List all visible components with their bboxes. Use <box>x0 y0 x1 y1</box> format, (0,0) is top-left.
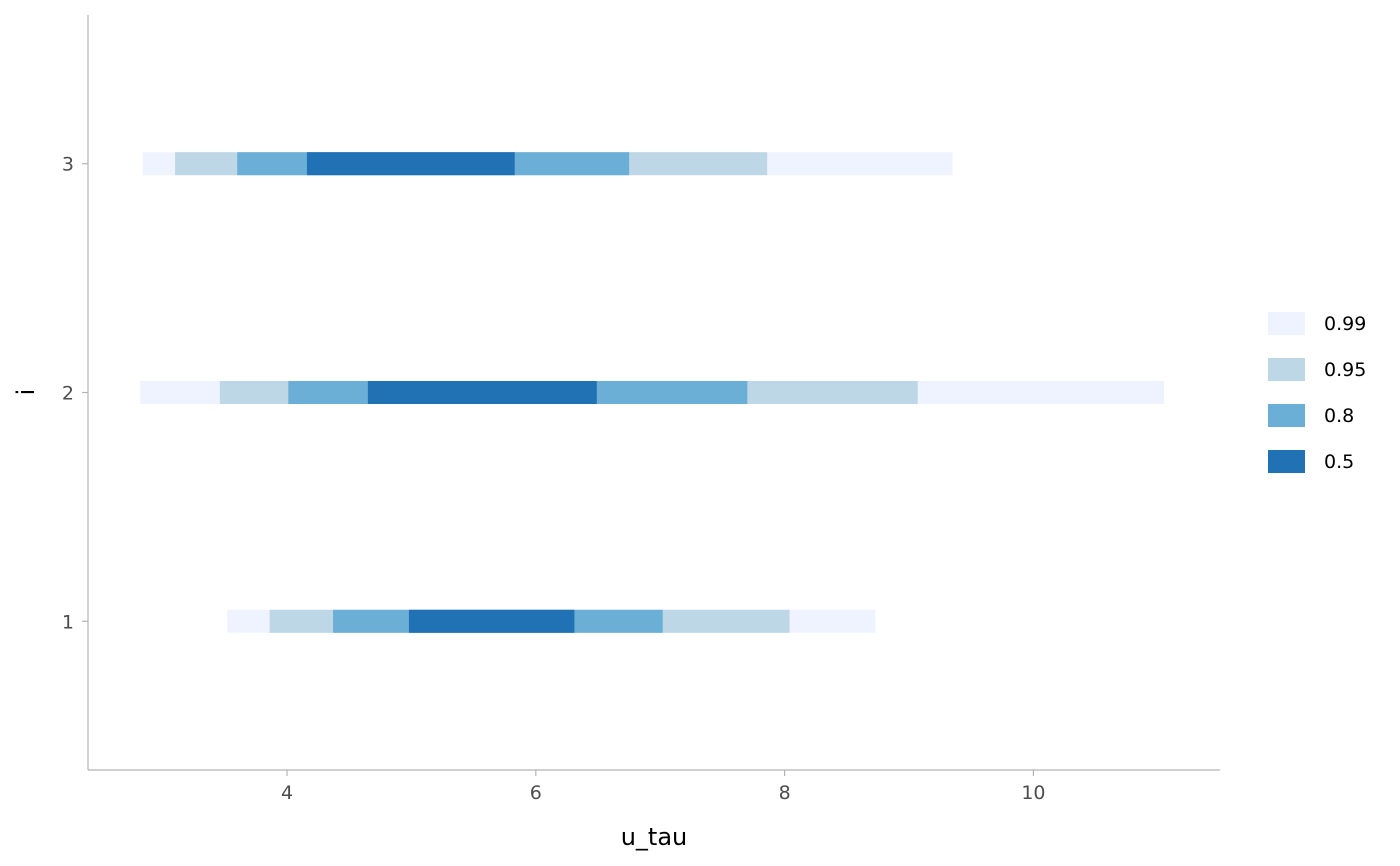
legend-swatch <box>1268 312 1305 335</box>
legend: 0.99 0.95 0.8 0.5 <box>1268 312 1366 473</box>
interval-bar-i1-level-0_5 <box>408 609 575 633</box>
legend-label: 0.8 <box>1324 405 1354 427</box>
interval-bar-i3-level-0_5 <box>306 152 515 176</box>
y-tick-label: 3 <box>62 154 74 176</box>
interval-bar-i2-level-0_5 <box>367 381 597 404</box>
x-tick-label: 8 <box>779 782 791 804</box>
legend-label: 0.99 <box>1324 313 1366 335</box>
legend-swatch <box>1268 358 1305 381</box>
legend-label: 0.5 <box>1324 451 1354 473</box>
legend-label: 0.95 <box>1324 359 1366 381</box>
x-axis-ticks: 4 6 8 10 <box>281 770 1046 804</box>
x-axis-title: u_tau <box>621 823 688 851</box>
y-tick-label: 2 <box>62 383 74 405</box>
plot-panel: 4 6 8 10 123 <box>62 15 1220 804</box>
y-axis-title: i <box>12 389 40 396</box>
x-tick-label: 10 <box>1021 782 1045 804</box>
legend-swatch <box>1268 450 1305 473</box>
y-axis-ticks: 1 2 3 <box>62 154 88 633</box>
x-tick-label: 4 <box>281 782 293 804</box>
interval-bars <box>140 152 1165 633</box>
x-tick-label: 6 <box>530 782 542 804</box>
y-tick-label: 1 <box>62 611 74 633</box>
legend-swatch <box>1268 404 1305 427</box>
